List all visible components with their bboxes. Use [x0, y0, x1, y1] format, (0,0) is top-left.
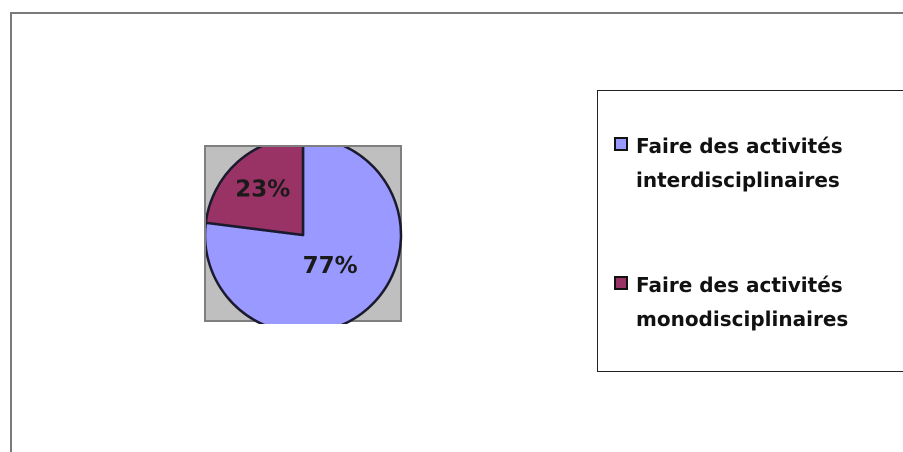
- legend-label-monodisciplinaires: Faire des activités monodisciplinaires: [636, 273, 849, 331]
- legend-swatch-interdisciplinaires: [614, 137, 628, 151]
- legend-swatch-monodisciplinaires: [614, 276, 628, 290]
- legend-label-interdisciplinaires: Faire des activités interdisciplinaires: [636, 134, 843, 192]
- chart-frame: [10, 12, 903, 452]
- plot-area: 77% 23%: [204, 145, 403, 324]
- pie-chart: 77% 23%: [206, 147, 403, 324]
- pie-slice-monodisciplinaires: [206, 147, 305, 237]
- data-label-interdisciplinaires: 77%: [303, 253, 358, 279]
- data-label-monodisciplinaires: 23%: [235, 176, 290, 202]
- legend: Faire des activités interdisciplinaires …: [597, 90, 903, 372]
